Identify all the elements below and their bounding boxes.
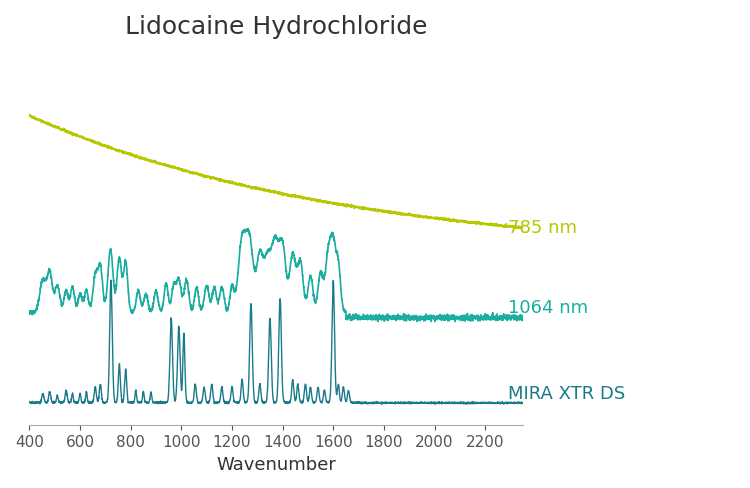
X-axis label: Wavenumber: Wavenumber [216,455,336,473]
Text: 1064 nm: 1064 nm [508,299,588,317]
Title: Lidocaine Hydrochloride: Lidocaine Hydrochloride [125,15,427,39]
Text: MIRA XTR DS: MIRA XTR DS [508,384,626,402]
Text: 785 nm: 785 nm [508,218,577,236]
